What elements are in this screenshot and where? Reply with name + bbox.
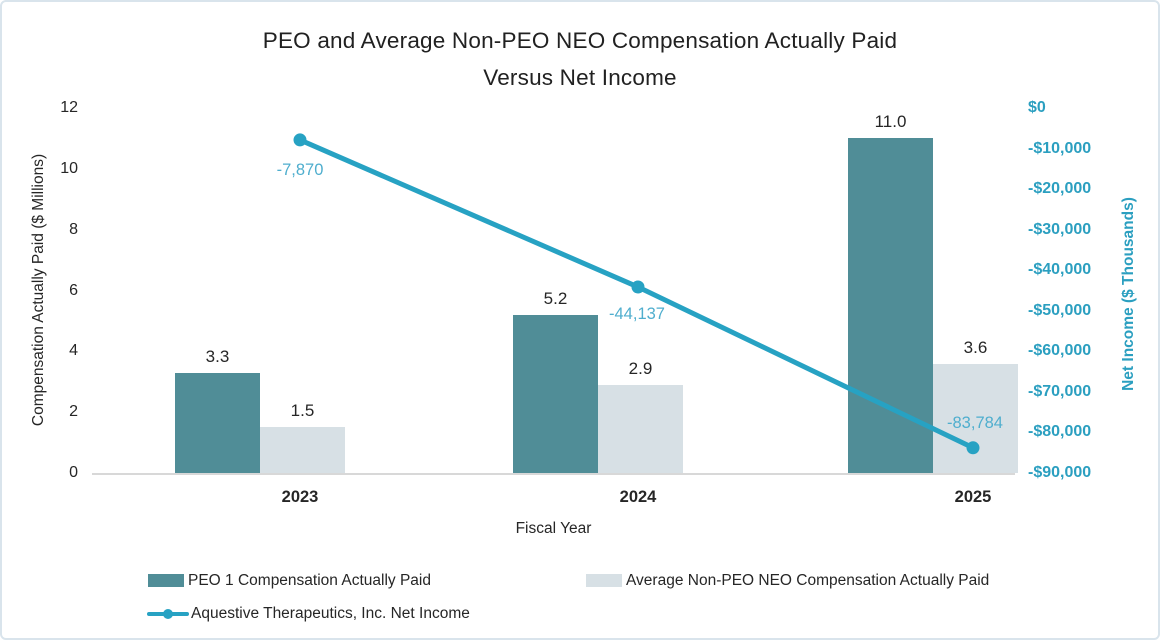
legend-item-peo1: PEO 1 Compensation Actually Paid: [148, 571, 431, 589]
left-axis-tick-label: 2: [69, 403, 78, 421]
bar-avg-non-peo-2023: [260, 427, 345, 473]
left-axis-tick-label: 6: [69, 281, 78, 299]
right-axis-tick-label: -$70,000: [1028, 382, 1092, 400]
left-axis-tick-label: 8: [69, 220, 78, 238]
legend-label-non-peo: Average Non-PEO NEO Compensation Actuall…: [626, 571, 990, 589]
net-income-line-swatch-icon: [147, 607, 189, 620]
left-axis-tick-label: 0: [69, 464, 78, 481]
left-axis-tick-label: 10: [60, 159, 78, 177]
bar-label-peo1-2024: 5.2: [543, 288, 568, 308]
x-axis-category-label: 2024: [619, 488, 657, 506]
x-axis-line: [92, 473, 1015, 475]
right-axis-tick-label: -$10,000: [1028, 139, 1092, 157]
net-income-label-2025: -83,784: [947, 413, 1003, 432]
bar-peo1-2023: [175, 372, 260, 473]
x-axis-category-label: 2025: [954, 488, 992, 506]
left-axis-tick-label: 4: [69, 342, 78, 360]
bar-label-peo1-2023: 3.3: [205, 346, 230, 366]
chart-title: PEO and Average Non-PEO NEO Compensation…: [2, 22, 1158, 96]
right-axis-tick-label: -$20,000: [1028, 180, 1092, 198]
net-income-point-2023: [293, 133, 307, 147]
bar-peo1-2024: [513, 314, 598, 473]
bar-label-peo1-2025: 11.0: [874, 112, 907, 132]
right-axis-tick-label: -$80,000: [1028, 423, 1092, 441]
chart-title-line1: PEO and Average Non-PEO NEO Compensation…: [262, 28, 898, 53]
bar-label-avg-non-peo-2024: 2.9: [628, 358, 653, 378]
legend-label-net-income: Aquestive Therapeutics, Inc. Net Income: [191, 604, 470, 622]
x-axis-category-label: 2023: [281, 488, 319, 506]
bar-label-avg-non-peo-2025: 3.6: [963, 337, 988, 357]
right-axis-tick-label: $0: [1028, 99, 1046, 116]
right-axis-tick-label: -$30,000: [1028, 220, 1092, 238]
bar-avg-non-peo-2025: [933, 363, 1018, 473]
bar-peo1-2025: [848, 138, 933, 473]
net-income-point-2024: [631, 280, 645, 294]
legend-label-peo1: PEO 1 Compensation Actually Paid: [188, 571, 431, 589]
peo1-swatch-icon: [148, 574, 184, 587]
right-axis-tick-label: -$50,000: [1028, 301, 1092, 319]
right-axis-tick-label: -$90,000: [1028, 464, 1092, 481]
bar-avg-non-peo-2024: [598, 384, 683, 473]
legend-item-non-peo: Average Non-PEO NEO Compensation Actuall…: [586, 571, 990, 589]
net-income-label-2024: -44,137: [609, 305, 665, 323]
right-axis-tick-label: -$60,000: [1028, 342, 1092, 360]
right-axis-tick-label: -$40,000: [1028, 261, 1092, 279]
non-peo-swatch-icon: [586, 574, 622, 587]
net-income-point-2025: [966, 441, 980, 455]
bar-label-avg-non-peo-2023: 1.5: [290, 401, 315, 421]
left-axis-tick-label: 12: [60, 99, 78, 116]
chart-title-line2: Versus Net Income: [483, 65, 677, 90]
legend-item-net-income: Aquestive Therapeutics, Inc. Net Income: [147, 604, 470, 622]
net-income-label-2023: -7,870: [276, 160, 324, 179]
x-axis-title: Fiscal Year: [515, 520, 592, 537]
